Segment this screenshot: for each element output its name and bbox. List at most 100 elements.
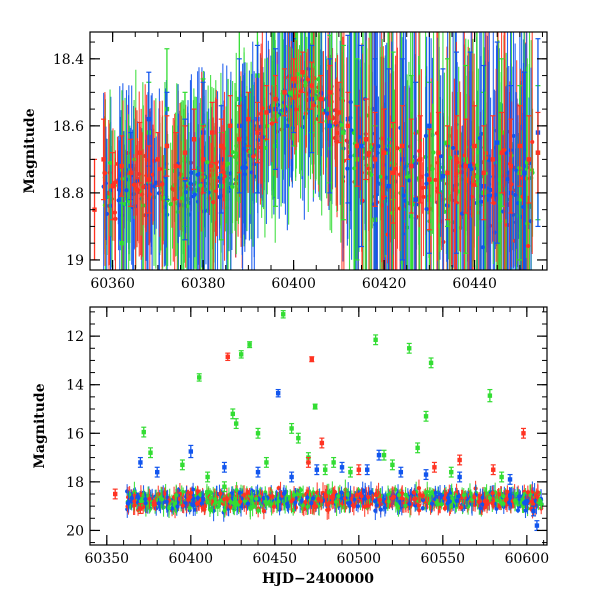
data-marker xyxy=(463,163,468,169)
top-point-red-12 xyxy=(200,125,206,194)
band-point xyxy=(238,499,243,504)
top-point-red-5 xyxy=(137,121,143,184)
band-point xyxy=(317,503,322,508)
band-point xyxy=(157,166,162,172)
band-point xyxy=(166,505,172,510)
top-point-red-11 xyxy=(191,108,197,171)
band-point xyxy=(525,221,530,226)
band-point xyxy=(275,113,280,118)
band-point xyxy=(177,164,183,169)
band-point xyxy=(355,504,361,509)
data-marker xyxy=(141,429,146,435)
data-marker xyxy=(255,130,260,135)
data-marker xyxy=(517,143,523,149)
band-point xyxy=(525,490,530,495)
data-marker xyxy=(327,90,333,95)
band-point xyxy=(456,494,461,499)
bottom-panel-dense-band xyxy=(125,479,544,522)
band-point xyxy=(240,165,245,170)
top-y-tick-label: 18.6 xyxy=(53,119,84,135)
top-point-blue-15 xyxy=(386,68,392,270)
top-point-red-13 xyxy=(209,101,215,164)
data-marker xyxy=(413,197,418,202)
band-point xyxy=(211,200,216,205)
band-point xyxy=(482,499,488,504)
band-point xyxy=(311,496,316,501)
band-point xyxy=(490,501,495,506)
band-point xyxy=(305,504,310,509)
band-point xyxy=(539,502,544,507)
band-point xyxy=(490,491,495,496)
top-point-red-9 xyxy=(173,131,179,201)
band-point xyxy=(366,494,371,500)
band-point xyxy=(152,184,157,189)
top-point-red-17 xyxy=(245,91,251,147)
band-point xyxy=(242,492,247,498)
band-point xyxy=(454,498,459,504)
top-point-green-12 xyxy=(340,44,346,221)
band-point xyxy=(293,500,298,505)
band-point xyxy=(484,502,490,507)
band-point xyxy=(254,496,259,501)
band-point xyxy=(404,174,410,180)
top-y-tick-label: 18.8 xyxy=(53,186,84,202)
band-point xyxy=(323,494,328,499)
band-point xyxy=(218,491,223,496)
band-point xyxy=(368,490,374,495)
top-point-red-36 xyxy=(417,115,423,204)
band-point xyxy=(424,206,429,212)
band-point xyxy=(486,193,491,198)
band-point xyxy=(222,174,227,179)
band-point xyxy=(104,211,109,216)
band-point xyxy=(141,185,146,190)
band-point xyxy=(525,498,530,504)
data-marker xyxy=(282,90,287,95)
band-point xyxy=(447,499,452,504)
band-point xyxy=(339,490,344,495)
top-point-red-8 xyxy=(164,115,170,177)
band-point xyxy=(461,493,466,498)
band-point xyxy=(188,490,194,495)
top-x-tick-label: 60380 xyxy=(181,276,226,292)
band-point xyxy=(460,211,465,216)
band-point xyxy=(366,150,372,155)
data-marker xyxy=(128,170,133,175)
band-point xyxy=(403,492,408,497)
band-point xyxy=(313,89,319,94)
top-point-red-10 xyxy=(182,125,188,181)
band-point xyxy=(298,487,303,493)
top-point-red-30 xyxy=(363,98,369,181)
band-point xyxy=(131,182,136,188)
band-point xyxy=(403,198,408,203)
top-panel-marks xyxy=(92,32,541,270)
top-point-red-34 xyxy=(399,105,405,187)
band-point xyxy=(313,504,319,509)
band-point xyxy=(208,495,213,500)
band-point xyxy=(420,497,426,503)
top-point-red-40 xyxy=(454,115,460,204)
data-marker xyxy=(146,177,152,182)
band-point xyxy=(159,182,165,187)
band-point xyxy=(195,488,200,494)
band-point xyxy=(208,163,214,169)
band-point xyxy=(523,508,528,513)
data-marker xyxy=(291,76,296,82)
band-point xyxy=(188,494,193,500)
data-marker xyxy=(522,170,527,175)
band-point xyxy=(530,139,535,145)
band-point xyxy=(333,499,339,505)
band-point xyxy=(432,497,438,502)
band-point xyxy=(378,507,383,512)
band-point xyxy=(305,495,310,500)
data-marker xyxy=(409,163,414,169)
band-point xyxy=(517,494,522,499)
band-point xyxy=(336,494,341,499)
data-marker xyxy=(209,130,215,135)
band-point xyxy=(458,505,464,510)
data-marker xyxy=(495,140,500,145)
data-marker xyxy=(197,375,202,380)
band-point xyxy=(143,497,148,502)
top-point-red-24 xyxy=(309,61,315,110)
bottom-panel: 60350 60400 60450 60500 60550 606001214161820… xyxy=(32,306,549,587)
